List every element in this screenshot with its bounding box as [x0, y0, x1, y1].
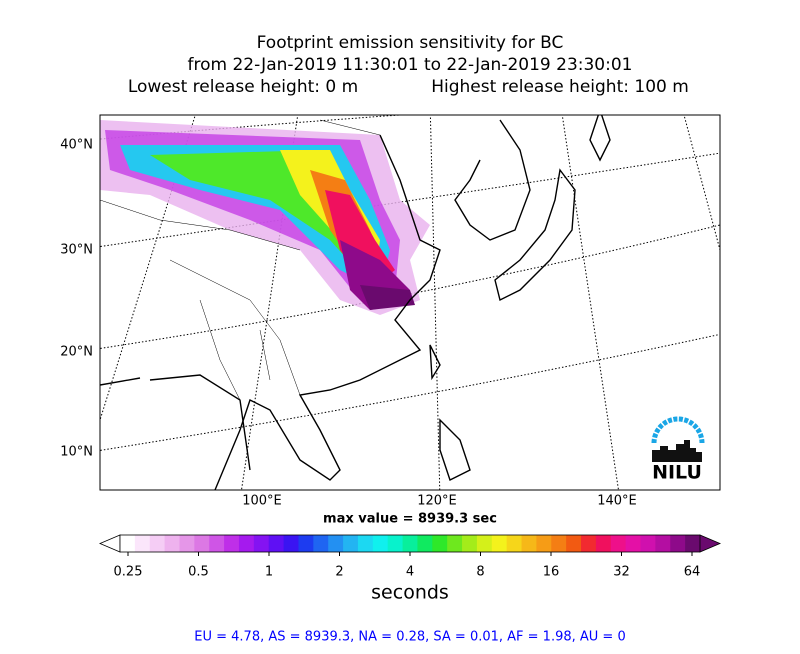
coastline — [100, 115, 611, 490]
footprint — [100, 120, 430, 315]
colorbar-segment — [566, 535, 582, 552]
colorbar-tick-label: 64 — [684, 565, 701, 580]
colorbar-segment — [670, 535, 686, 552]
colorbar-segment — [476, 535, 493, 552]
colorbar-tick-label: 1 — [265, 565, 273, 580]
colorbar-segment — [328, 535, 344, 552]
colorbar-segment — [610, 535, 627, 552]
colorbar-segment — [209, 535, 225, 552]
logo: NILU — [651, 416, 705, 484]
colorbar-segment — [253, 535, 270, 552]
borders — [100, 119, 381, 401]
colorbar-segment — [581, 535, 597, 552]
colorbar-extend — [98, 534, 121, 553]
title: Footprint emission sensitivity for BC — [257, 33, 564, 53]
lat-label: 30°N — [60, 243, 93, 258]
colorbar-segment — [417, 535, 433, 552]
colorbar-segment — [194, 535, 210, 552]
colorbar-tick-label: 0.5 — [188, 565, 209, 580]
colorbar-segment — [120, 535, 136, 552]
colorbar-segment — [402, 535, 418, 552]
colorbar-segment — [224, 535, 240, 552]
colorbar-segment — [536, 535, 552, 552]
colorbar-segment — [343, 535, 359, 552]
lat-label: 20°N — [60, 345, 93, 360]
colorbar-segment — [521, 535, 537, 552]
lat-label: 10°N — [60, 445, 93, 460]
colorbar-extend — [699, 534, 722, 553]
colorbar-segment — [298, 535, 314, 552]
colorbar-segment — [268, 535, 285, 552]
colorbar-segment — [640, 535, 656, 552]
title: Lowest release height: 0 m — [128, 77, 358, 97]
colorbar-tick-label: 0.25 — [114, 565, 143, 580]
colorbar-segment — [447, 535, 463, 552]
colorbar-segment — [134, 535, 151, 552]
map — [100, 115, 720, 490]
colorbar-segment — [387, 535, 404, 552]
colorbar-segment — [595, 535, 612, 552]
lon-label: 140°E — [597, 494, 637, 509]
colorbar-segment — [357, 535, 374, 552]
colorbar-tick-label: 16 — [543, 565, 560, 580]
title: from 22-Jan-2019 11:30:01 to 22-Jan-2019… — [188, 55, 633, 75]
colorbar-tick-label: 8 — [476, 565, 484, 580]
colorbar-segment — [655, 535, 671, 552]
colorbar-segment — [551, 535, 567, 552]
lon-label: 100°E — [242, 494, 282, 509]
colorbar-tick-label: 4 — [406, 565, 414, 580]
max-value: max value = 8939.3 sec — [323, 512, 497, 527]
colorbar-tick-label: 2 — [335, 565, 343, 580]
map-frame — [99, 114, 721, 491]
lat-label: 40°N — [60, 138, 93, 153]
colorbar-segment — [164, 535, 180, 552]
colorbar-segment — [491, 535, 508, 552]
stats: EU = 4.78, AS = 8939.3, NA = 0.28, SA = … — [194, 630, 625, 645]
colorbar-segment — [179, 535, 195, 552]
colorbar-label: seconds — [371, 582, 449, 604]
logo-text: NILU — [652, 462, 702, 484]
lon-label: 120°E — [417, 494, 457, 509]
colorbar-segment — [432, 535, 448, 552]
colorbar-segment — [283, 535, 299, 552]
colorbar-segment — [685, 535, 701, 552]
title: Highest release height: 100 m — [431, 77, 689, 97]
colorbar-tick-label: 32 — [613, 565, 630, 580]
colorbar-segment — [462, 535, 478, 552]
colorbar-segment — [372, 535, 389, 552]
colorbar-segment — [506, 535, 523, 552]
colorbar: 0.25 0.5 1 2 4 8 16 32 64 — [98, 534, 722, 580]
colorbar-segment — [149, 535, 166, 552]
colorbar-segment — [238, 535, 255, 552]
colorbar-segment — [313, 535, 329, 552]
colorbar-segment — [625, 535, 642, 552]
